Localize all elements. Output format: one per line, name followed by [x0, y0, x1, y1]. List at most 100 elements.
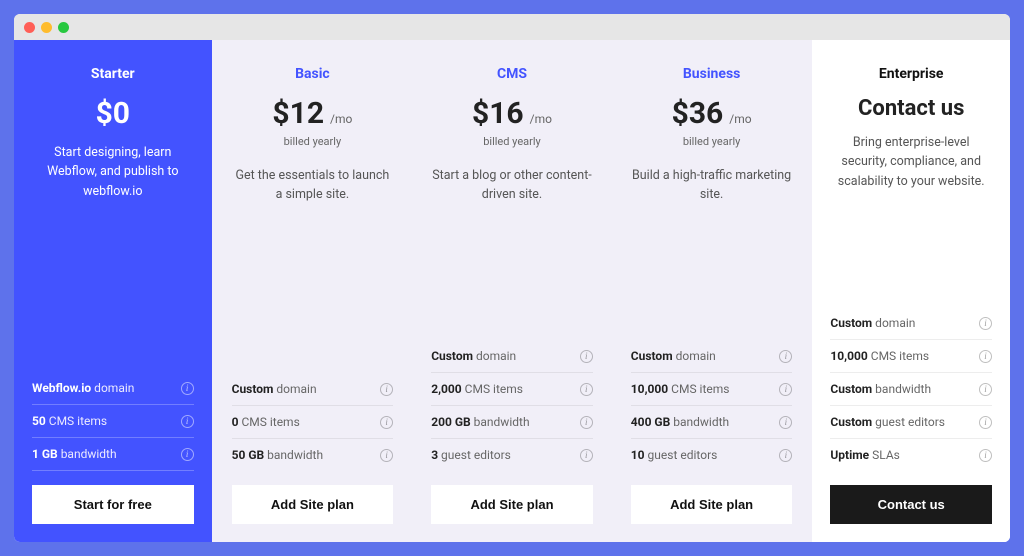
- info-icon[interactable]: i: [979, 350, 992, 363]
- feature-label: 10,000 CMS items: [830, 349, 929, 363]
- feature-bold: Custom: [232, 382, 274, 396]
- feature-label: 10 guest editors: [631, 448, 718, 462]
- feature-rest: bandwidth: [670, 415, 729, 429]
- feature-row: Custom guest editors i: [830, 406, 992, 439]
- feature-label: 2,000 CMS items: [431, 382, 523, 396]
- plan-price: $12: [272, 96, 324, 131]
- info-icon[interactable]: i: [979, 449, 992, 462]
- feature-rest: bandwidth: [264, 448, 323, 462]
- feature-bold: Custom: [830, 382, 872, 396]
- feature-rest: domain: [273, 382, 316, 396]
- feature-row: 10,000 CMS items i: [830, 340, 992, 373]
- feature-bold: Custom: [830, 316, 872, 330]
- plan-title: Basic: [232, 66, 394, 82]
- plan-cta-button[interactable]: Add Site plan: [232, 485, 394, 524]
- feature-row: Custom domaini: [631, 340, 793, 373]
- feature-row: 10,000 CMS items i: [631, 373, 793, 406]
- plan-title: Business: [631, 66, 793, 82]
- info-icon[interactable]: i: [979, 317, 992, 330]
- feature-row: 0 CMS items i: [232, 406, 394, 439]
- feature-row: 50 CMS items i: [32, 405, 194, 438]
- feature-bold: 400 GB: [631, 415, 670, 429]
- info-icon[interactable]: i: [380, 383, 393, 396]
- feature-label: 10,000 CMS items: [631, 382, 730, 396]
- feature-label: 50 GB bandwidth: [232, 448, 323, 462]
- plan-price: $0: [96, 96, 130, 131]
- pricing-grid: Starter$0Start designing, learn Webflow,…: [14, 40, 1010, 542]
- feature-label: Uptime SLAs: [830, 448, 899, 462]
- feature-rest: guest editors: [872, 415, 945, 429]
- info-icon[interactable]: i: [181, 448, 194, 461]
- info-icon[interactable]: i: [181, 415, 194, 428]
- plan-billed: billed yearly: [232, 135, 394, 148]
- close-dot-icon[interactable]: [24, 22, 35, 33]
- plan-title: Enterprise: [830, 66, 992, 82]
- plan-head: Enterprise Contact us Bring enterprise-lev…: [830, 66, 992, 246]
- feature-bold: Custom: [830, 415, 872, 429]
- info-icon[interactable]: i: [779, 383, 792, 396]
- feature-label: 400 GB bandwidth: [631, 415, 729, 429]
- plan-head: CMS$16/mobilled yearlyStart a blog or ot…: [431, 66, 593, 246]
- price-row: $16/mo: [431, 96, 593, 131]
- info-icon[interactable]: i: [580, 350, 593, 363]
- feature-label: Custom bandwidth: [830, 382, 931, 396]
- plan-features: Custom domaini 10,000 CMS items i Custom ba…: [830, 307, 992, 471]
- feature-row: 1 GB bandwidth i: [32, 438, 194, 471]
- feature-rest: bandwidth: [872, 382, 931, 396]
- info-icon[interactable]: i: [181, 382, 194, 395]
- feature-label: 50 CMS items: [32, 414, 107, 428]
- info-icon[interactable]: i: [779, 449, 792, 462]
- feature-row: Webflow.io domaini: [32, 372, 194, 405]
- price-row: $36/mo: [631, 96, 793, 131]
- feature-label: 200 GB bandwidth: [431, 415, 529, 429]
- plan-title: CMS: [431, 66, 593, 82]
- info-icon[interactable]: i: [979, 416, 992, 429]
- info-icon[interactable]: i: [380, 449, 393, 462]
- feature-rest: bandwidth: [58, 447, 117, 461]
- feature-row: Custom domaini: [830, 307, 992, 340]
- feature-bold: 1 GB: [32, 447, 58, 461]
- plan-cms: CMS$16/mobilled yearlyStart a blog or ot…: [413, 40, 611, 542]
- info-icon[interactable]: i: [979, 383, 992, 396]
- feature-row: 10 guest editors i: [631, 439, 793, 471]
- plan-head: Basic$12/mobilled yearlyGet the essentia…: [232, 66, 394, 246]
- plan-cta-button[interactable]: Add Site plan: [631, 485, 793, 524]
- plan-description: Start designing, learn Webflow, and publ…: [32, 143, 194, 201]
- plan-head: Business$36/mobilled yearlyBuild a high-…: [631, 66, 793, 246]
- feature-row: Custom domain i: [232, 373, 394, 406]
- feature-rest: bandwidth: [471, 415, 530, 429]
- plan-cta-button[interactable]: Contact us: [830, 485, 992, 524]
- plan-billed: billed yearly: [431, 135, 593, 148]
- plan-description: Bring enterprise-level security, complia…: [830, 133, 992, 191]
- feature-rest: guest editors: [645, 448, 718, 462]
- contact-heading: Contact us: [830, 96, 992, 121]
- feature-label: 0 CMS items: [232, 415, 300, 429]
- plan-features: Custom domaini 10,000 CMS items i 400 GB ba…: [631, 340, 793, 471]
- feature-rest: CMS items: [46, 414, 107, 428]
- feature-rest: domain: [473, 349, 516, 363]
- plan-per: /mo: [330, 112, 352, 126]
- plan-business: Business$36/mobilled yearlyBuild a high-…: [613, 40, 811, 542]
- plan-enterprise: Enterprise Contact us Bring enterprise-lev…: [812, 40, 1010, 542]
- info-icon[interactable]: i: [779, 350, 792, 363]
- feature-bold: 50 GB: [232, 448, 265, 462]
- info-icon[interactable]: i: [380, 416, 393, 429]
- feature-rest: CMS items: [238, 415, 299, 429]
- plan-cta-button[interactable]: Add Site plan: [431, 485, 593, 524]
- info-icon[interactable]: i: [580, 383, 593, 396]
- feature-bold: 200 GB: [431, 415, 470, 429]
- feature-rest: guest editors: [438, 448, 511, 462]
- plan-basic: Basic$12/mobilled yearlyGet the essentia…: [214, 40, 412, 542]
- info-icon[interactable]: i: [779, 416, 792, 429]
- info-icon[interactable]: i: [580, 416, 593, 429]
- feature-label: Custom guest editors: [830, 415, 945, 429]
- price-row: $0: [32, 96, 194, 131]
- zoom-dot-icon[interactable]: [58, 22, 69, 33]
- minimize-dot-icon[interactable]: [41, 22, 52, 33]
- feature-label: Custom domain: [232, 382, 317, 396]
- feature-row: 2,000 CMS items i: [431, 373, 593, 406]
- feature-bold: 2,000: [431, 382, 462, 396]
- info-icon[interactable]: i: [580, 449, 593, 462]
- feature-label: 3 guest editors: [431, 448, 511, 462]
- plan-cta-button[interactable]: Start for free: [32, 485, 194, 524]
